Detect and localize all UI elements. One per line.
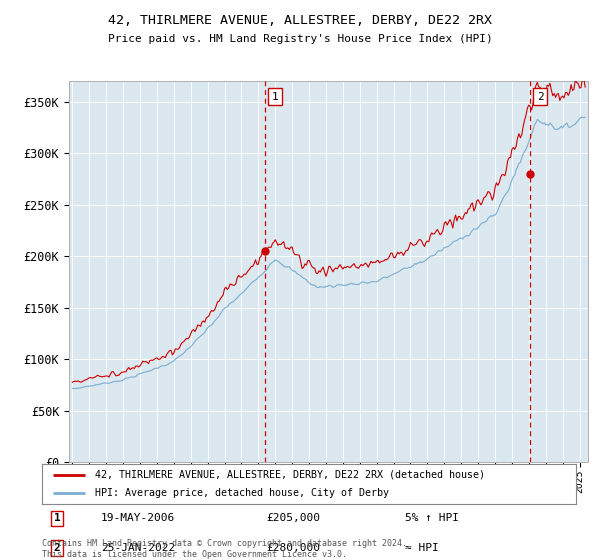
Text: 5% ↑ HPI: 5% ↑ HPI [405, 514, 459, 524]
Text: Price paid vs. HM Land Registry's House Price Index (HPI): Price paid vs. HM Land Registry's House … [107, 34, 493, 44]
Text: £280,000: £280,000 [266, 543, 320, 553]
Text: 42, THIRLMERE AVENUE, ALLESTREE, DERBY, DE22 2RX (detached house): 42, THIRLMERE AVENUE, ALLESTREE, DERBY, … [95, 470, 485, 480]
Text: 1: 1 [272, 92, 278, 101]
Text: 2: 2 [537, 92, 544, 101]
Text: £205,000: £205,000 [266, 514, 320, 524]
Text: 2: 2 [54, 543, 61, 553]
Text: ≈ HPI: ≈ HPI [405, 543, 439, 553]
Text: 25-JAN-2022: 25-JAN-2022 [101, 543, 175, 553]
Text: 1: 1 [54, 514, 61, 524]
Text: HPI: Average price, detached house, City of Derby: HPI: Average price, detached house, City… [95, 488, 389, 498]
Text: 42, THIRLMERE AVENUE, ALLESTREE, DERBY, DE22 2RX: 42, THIRLMERE AVENUE, ALLESTREE, DERBY, … [108, 14, 492, 27]
Text: 19-MAY-2006: 19-MAY-2006 [101, 514, 175, 524]
Text: Contains HM Land Registry data © Crown copyright and database right 2024.
This d: Contains HM Land Registry data © Crown c… [42, 539, 407, 559]
